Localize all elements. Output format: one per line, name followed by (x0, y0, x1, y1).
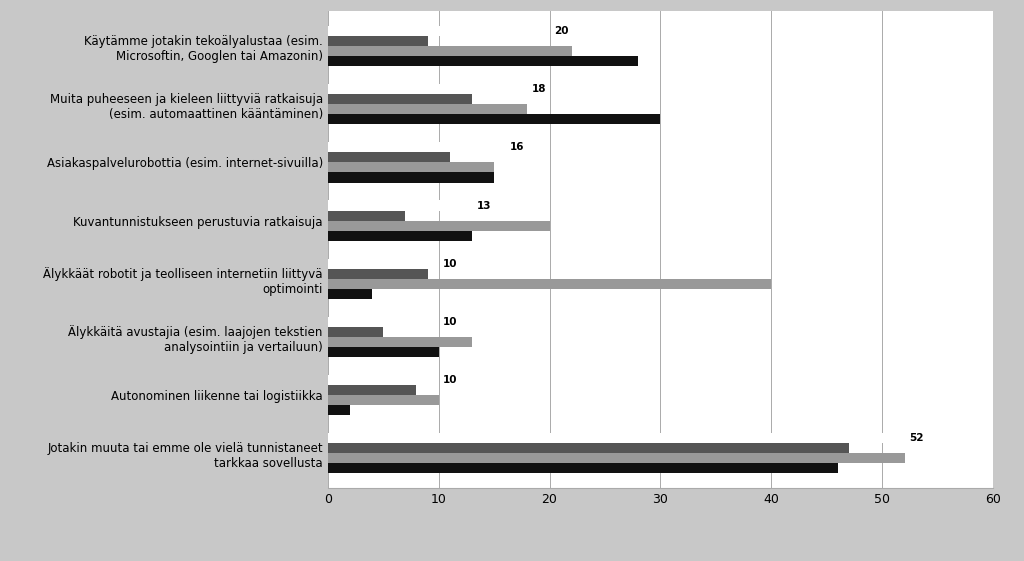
Text: 18: 18 (531, 104, 546, 114)
Text: 10: 10 (443, 395, 458, 405)
Bar (328, 114, 660, 125)
Bar (328, 94, 472, 104)
Bar (328, 210, 406, 220)
Bar (328, 153, 450, 163)
Bar (328, 26, 550, 36)
Text: 13: 13 (476, 231, 490, 241)
Text: 4: 4 (377, 289, 384, 299)
Text: 10: 10 (443, 317, 458, 327)
Text: 30: 30 (665, 114, 679, 125)
Bar (328, 56, 638, 66)
Bar (328, 337, 472, 347)
Text: 28: 28 (643, 56, 657, 66)
Bar (328, 269, 428, 279)
Text: 15: 15 (499, 163, 513, 172)
Bar (328, 317, 438, 327)
Bar (328, 385, 417, 395)
Text: 46: 46 (843, 463, 857, 473)
Bar (328, 289, 372, 299)
Bar (328, 104, 527, 114)
Text: 10: 10 (443, 347, 458, 357)
Text: 20: 20 (554, 26, 568, 36)
Text: 16: 16 (510, 142, 524, 153)
Bar (328, 142, 505, 153)
Text: 52: 52 (909, 433, 924, 443)
Text: 8: 8 (421, 385, 428, 395)
Text: 20: 20 (554, 220, 568, 231)
Bar (328, 46, 571, 56)
Bar (328, 279, 771, 289)
Text: 10: 10 (443, 375, 458, 385)
Text: 47: 47 (853, 443, 868, 453)
Text: 2: 2 (354, 405, 361, 415)
Bar (328, 84, 527, 94)
Bar (328, 375, 438, 385)
Bar (328, 231, 472, 241)
Text: 15: 15 (499, 172, 513, 182)
Text: 9: 9 (432, 36, 439, 46)
Text: 11: 11 (455, 153, 469, 162)
Text: 22: 22 (577, 46, 591, 56)
Bar (328, 347, 438, 357)
Bar (328, 172, 494, 182)
Bar (328, 163, 494, 172)
Bar (328, 405, 350, 415)
Bar (328, 200, 472, 210)
Text: 40: 40 (776, 279, 791, 289)
Text: 13: 13 (476, 200, 490, 210)
Bar (328, 463, 838, 473)
Bar (328, 220, 550, 231)
Text: 13: 13 (476, 337, 490, 347)
Bar (328, 443, 849, 453)
Bar (328, 453, 904, 463)
Bar (328, 433, 904, 443)
Text: 18: 18 (531, 84, 546, 94)
Bar (328, 327, 383, 337)
Text: 5: 5 (387, 327, 395, 337)
Bar (328, 36, 428, 46)
Text: 13: 13 (476, 94, 490, 104)
Text: 7: 7 (410, 210, 417, 220)
Text: 52: 52 (909, 453, 924, 463)
Bar (328, 395, 438, 405)
Text: 9: 9 (432, 269, 439, 279)
Text: 10: 10 (443, 259, 458, 269)
Bar (328, 259, 438, 269)
